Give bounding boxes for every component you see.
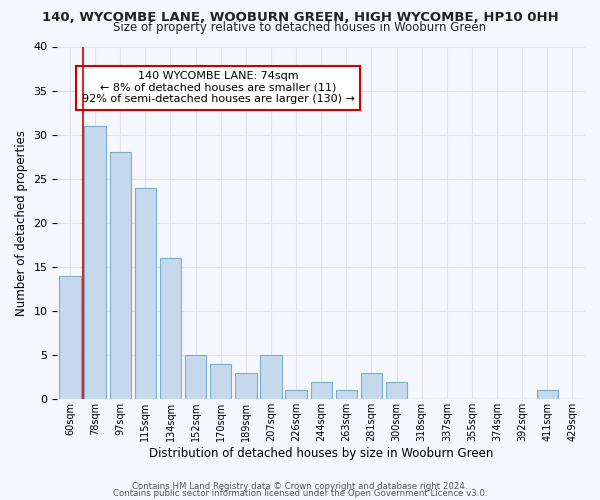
Bar [160,258,181,400]
Text: Size of property relative to detached houses in Wooburn Green: Size of property relative to detached ho… [113,22,487,35]
Bar [85,126,106,400]
Bar [361,373,382,400]
Bar [311,382,332,400]
Bar [59,276,80,400]
Bar [235,373,257,400]
Bar [386,382,407,400]
Bar [134,188,156,400]
Bar [185,355,206,400]
Bar [286,390,307,400]
Bar [110,152,131,400]
Bar [260,355,281,400]
Bar [536,390,558,400]
Text: Contains public sector information licensed under the Open Government Licence v3: Contains public sector information licen… [113,489,487,498]
Text: 140 WYCOMBE LANE: 74sqm
← 8% of detached houses are smaller (11)
92% of semi-det: 140 WYCOMBE LANE: 74sqm ← 8% of detached… [82,71,355,104]
Y-axis label: Number of detached properties: Number of detached properties [15,130,28,316]
X-axis label: Distribution of detached houses by size in Wooburn Green: Distribution of detached houses by size … [149,447,493,460]
Text: 140, WYCOMBE LANE, WOOBURN GREEN, HIGH WYCOMBE, HP10 0HH: 140, WYCOMBE LANE, WOOBURN GREEN, HIGH W… [41,11,559,24]
Bar [335,390,357,400]
Text: Contains HM Land Registry data © Crown copyright and database right 2024.: Contains HM Land Registry data © Crown c… [132,482,468,491]
Bar [210,364,232,400]
